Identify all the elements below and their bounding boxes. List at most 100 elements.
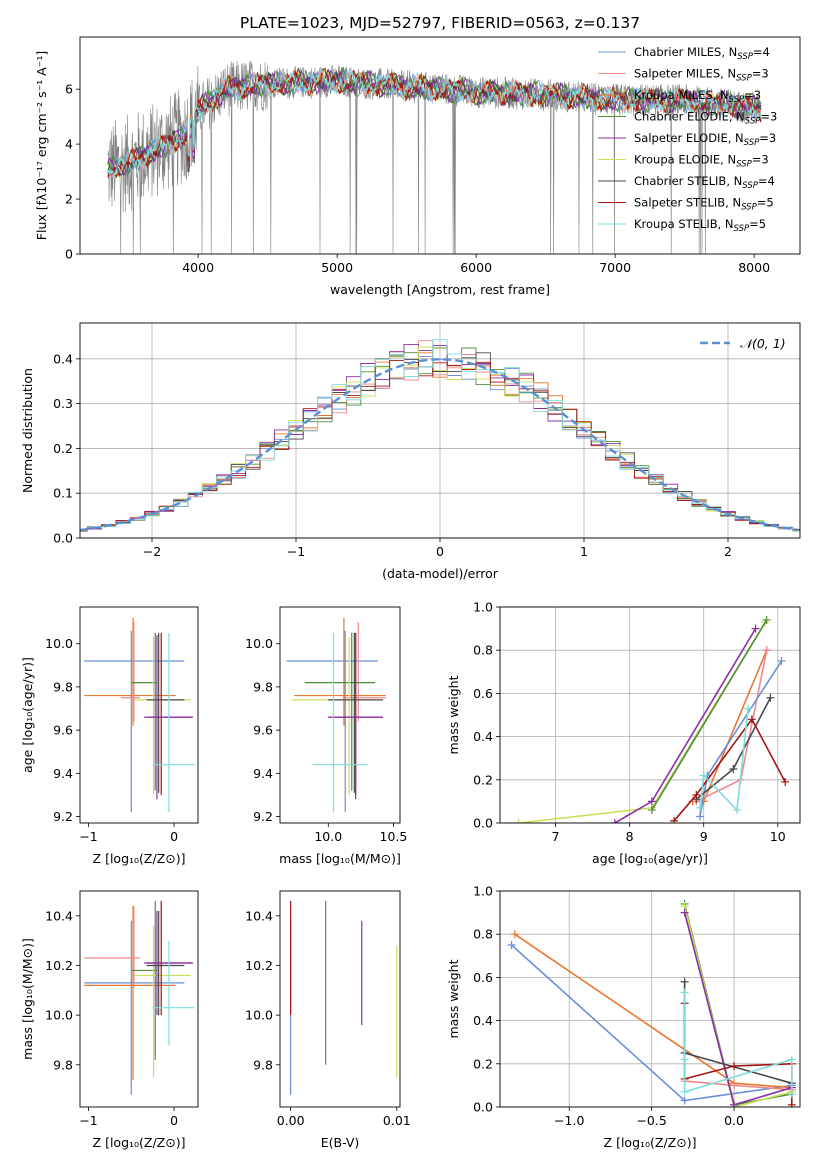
age-vs-mass-ytick-label: 9.4 <box>253 766 273 781</box>
series-marker <box>751 624 760 633</box>
mass-weight-vs-Z-xtick-label: 0.0 <box>724 1113 744 1128</box>
series-marker <box>610 819 619 823</box>
legend-label: Salpeter ELODIE, NSSP=3 <box>634 131 776 148</box>
series-marker <box>729 765 738 773</box>
mass-vs-Z-ytick-label: 10.0 <box>45 1008 73 1023</box>
legend-label: Chabrier MILES, NSSP=4 <box>634 45 770 62</box>
residuals-ytick-label: 0.2 <box>53 441 73 456</box>
mass-weight-vs-age-ytick-label: 0.8 <box>473 643 493 658</box>
mass-vs-Z-xtick-label: 0 <box>170 1113 178 1128</box>
residual-histogram <box>80 352 800 531</box>
series-line <box>683 1003 793 1105</box>
legend-label: 𝒩(0, 1) <box>740 336 786 351</box>
mass-vs-Z-xtick-label: −1 <box>79 1113 97 1128</box>
residual-histogram <box>80 360 800 532</box>
mass-vs-EBV-xlabel: E(B-V) <box>321 1135 360 1150</box>
spectrum-ytick-label: 4 <box>65 137 73 152</box>
age-vs-Z-xtick-label: 0 <box>170 829 178 844</box>
spectrum-xtick-label: 6000 <box>460 260 492 275</box>
residuals-xtick-label: −2 <box>143 544 161 559</box>
mass-vs-EBV-frame <box>279 890 401 1108</box>
age-vs-mass-xtick-label: 10.0 <box>314 829 342 844</box>
spectrum-model-line <box>107 69 762 179</box>
series-marker <box>766 693 775 702</box>
residuals-xtick-label: 2 <box>724 544 732 559</box>
series-line <box>683 905 793 1107</box>
mass-vs-EBV-plot-area <box>290 900 398 1095</box>
mass-weight-vs-age-plot-area <box>514 615 790 823</box>
series-marker <box>730 1081 739 1090</box>
mass-weight-vs-Z-panel: −1.0 −0.5 0.0 0.0 0.2 0.4 0.6 0.8 1.0 Z [log₁₀(Z/… <box>446 884 801 1150</box>
series-line <box>699 708 749 812</box>
series-marker <box>510 930 519 939</box>
spectrum-ytick-label: 2 <box>65 192 73 207</box>
mass-weight-vs-age-xtick-label: 8 <box>626 829 634 844</box>
series-marker <box>730 1061 739 1070</box>
residual-histogram <box>80 347 800 532</box>
mass-weight-vs-age-ytick-label: 0.0 <box>473 816 493 831</box>
mass-vs-Z-ytick-label: 9.8 <box>53 1057 73 1072</box>
mass-vs-Z-plot-area <box>84 900 195 1095</box>
age-vs-mass-frame <box>279 606 401 824</box>
age-vs-Z-ytick-label: 9.6 <box>53 723 73 738</box>
mass-weight-vs-age-ytick-label: 1.0 <box>473 600 493 615</box>
legend-label: Chabrier ELODIE, NSSP=3 <box>634 110 777 127</box>
series-marker <box>777 657 786 665</box>
mass-vs-Z-ytick-label: 10.4 <box>45 908 73 923</box>
mass-weight-vs-age-ytick-label: 0.2 <box>473 772 493 787</box>
spectrum-legend: Chabrier MILES, NSSP=4 Salpeter MILES, NS… <box>598 45 777 234</box>
series-marker <box>680 1055 689 1064</box>
series-marker <box>680 1096 689 1105</box>
mass-vs-EBV-xtick-label: 0.00 <box>277 1113 305 1128</box>
series-marker <box>730 1100 739 1107</box>
series-marker <box>647 806 656 815</box>
residual-histogram <box>80 352 800 532</box>
series-marker <box>696 803 704 812</box>
age-vs-Z-panel: −1 0 9.2 9.4 9.6 9.8 10.0 Z [log₁₀(Z/Z⊙)] age [l… <box>20 606 199 866</box>
residuals-ytick-label: 0.3 <box>53 396 73 411</box>
residuals-ylabel: Normed distribution <box>20 368 35 493</box>
age-vs-mass-ytick-label: 9.6 <box>253 723 273 738</box>
residual-histogram <box>80 340 800 531</box>
residuals-ytick-label: 0.1 <box>53 486 73 501</box>
age-vs-mass-ytick-label: 9.2 <box>253 809 273 824</box>
mass-vs-EBV-ytick-label: 9.8 <box>253 1057 273 1072</box>
mass-vs-EBV-ytick-label: 10.2 <box>245 958 273 973</box>
age-vs-Z-frame <box>79 606 199 824</box>
series-marker <box>514 819 523 823</box>
spectrum-xtick-label: 8000 <box>738 260 770 275</box>
mass-weight-vs-age-ytick-label: 0.6 <box>473 686 493 701</box>
spectrum-model-line <box>107 67 762 177</box>
spectrum-plot-area <box>107 60 762 254</box>
mass-vs-EBV-ytick-label: 10.0 <box>245 1008 273 1023</box>
spectrum-xtick-label: 4000 <box>182 260 214 275</box>
series-marker <box>670 816 679 823</box>
series-marker <box>787 1090 796 1099</box>
legend-label: Kroupa STELIB, NSSP=5 <box>634 217 766 234</box>
residuals-xlabel: (data-model)/error <box>382 566 499 581</box>
residuals-xtick-label: −1 <box>287 544 305 559</box>
mass-vs-Z-ytick-label: 10.2 <box>45 958 73 973</box>
series-marker <box>787 1055 796 1064</box>
spectrum-model-line <box>107 67 762 179</box>
age-vs-mass-xtick-label: 10.5 <box>380 829 408 844</box>
mass-weight-vs-Z-ytick-label: 0.4 <box>473 1013 493 1028</box>
residual-histogram <box>80 339 800 531</box>
series-marker <box>680 977 689 986</box>
mass-weight-vs-age-xlabel: age [log₁₀(age/yr)] <box>592 851 708 866</box>
series-line <box>651 619 768 811</box>
mass-vs-Z-ylabel: mass [log₁₀(M/M⊙)] <box>20 938 35 1060</box>
mass-weight-vs-Z-ytick-label: 0.0 <box>473 1100 493 1115</box>
mass-weight-vs-Z-ytick-label: 0.2 <box>473 1056 493 1071</box>
series-marker <box>680 1087 689 1096</box>
series-marker <box>692 790 701 799</box>
residuals-xtick-label: 0 <box>436 544 444 559</box>
series-marker <box>787 1100 796 1107</box>
legend-label: Kroupa ELODIE, NSSP=3 <box>634 153 769 170</box>
mass-weight-vs-age-ytick-label: 0.4 <box>473 729 493 744</box>
legend-label: Chabrier STELIB, NSSP=4 <box>634 174 775 191</box>
series-line <box>683 981 793 1084</box>
spectrum-panel: 4000 5000 6000 7000 8000 0 2 4 6 wavelength [Angs… <box>34 36 801 297</box>
series-marker <box>696 812 704 821</box>
